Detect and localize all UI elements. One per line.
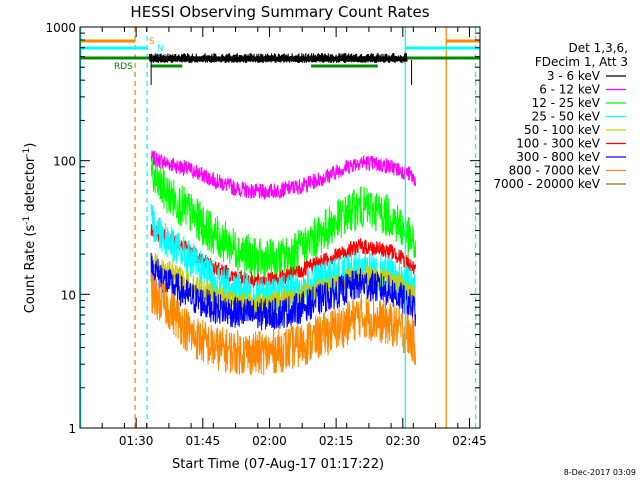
x-tick-label: 02:30 — [386, 434, 421, 448]
legend-entry-label: 800 - 7000 keV — [509, 164, 601, 178]
y-tick-label: 1 — [68, 422, 76, 436]
y-tick-label: 100 — [53, 155, 76, 169]
flag-label-rds-a: RDS — [149, 54, 168, 64]
legend-header-line-1: Det 1,3,6, — [569, 41, 629, 55]
series-12-25-kev — [150, 157, 417, 282]
y-axis-label-mid: detector — [23, 156, 38, 216]
x-tick-label: 02:15 — [319, 434, 354, 448]
flag-label-night: N — [157, 44, 164, 54]
y-axis-label-exp2: -1 — [22, 148, 32, 157]
x-axis-label: Start Time (07-Aug-17 01:17:22) — [172, 457, 384, 472]
y-tick-label: 1000 — [45, 21, 76, 35]
series-800-7000-kev — [150, 272, 417, 376]
x-axis: 01:30 01:45 02:00 02:15 02:30 02:45 — [79, 27, 487, 448]
y-axis-label: Count Rate (s-1 detector-1) — [22, 143, 38, 314]
legend-entry-label: 100 - 300 keV — [516, 137, 600, 151]
x-tick-label: 02:00 — [252, 434, 287, 448]
legend-entry-label: 6 - 12 keV — [539, 83, 601, 97]
y-axis-label-main: Count Rate (s — [23, 225, 38, 314]
legend-entry-label: 7000 - 20000 keV — [493, 177, 600, 191]
x-tick-label: 02:45 — [452, 434, 487, 448]
series-6-12-kev — [150, 150, 417, 200]
legend-entry-label: 3 - 6 keV — [547, 69, 601, 83]
chart-title: HESSI Observing Summary Count Rates — [130, 3, 429, 21]
x-tick-label: 01:30 — [119, 434, 154, 448]
y-axis: 1 10 100 1000 — [45, 21, 480, 436]
legend-entry-label: 25 - 50 keV — [532, 110, 601, 124]
legend-entry-label: 12 - 25 keV — [532, 96, 601, 110]
legend-entry-label: 50 - 100 keV — [524, 123, 601, 137]
x-tick-label: 01:45 — [186, 434, 221, 448]
series-300-800-kev — [150, 252, 417, 331]
generation-timestamp: 8-Dec-2017 03:09 — [564, 468, 636, 477]
plot-frame — [79, 26, 481, 429]
flag-label-rds-b: RDS — [114, 62, 133, 72]
legend-header-line-2: FDecim 1, Att 3 — [535, 55, 628, 69]
legend-entry-label: 300 - 800 keV — [516, 150, 600, 164]
y-axis-label-exp1: -1 — [22, 216, 32, 225]
flag-label-saa: S — [149, 37, 155, 47]
y-tick-label: 10 — [61, 288, 76, 302]
series-3-6-kev-band — [148, 52, 408, 64]
y-axis-label-end: ) — [23, 143, 38, 148]
